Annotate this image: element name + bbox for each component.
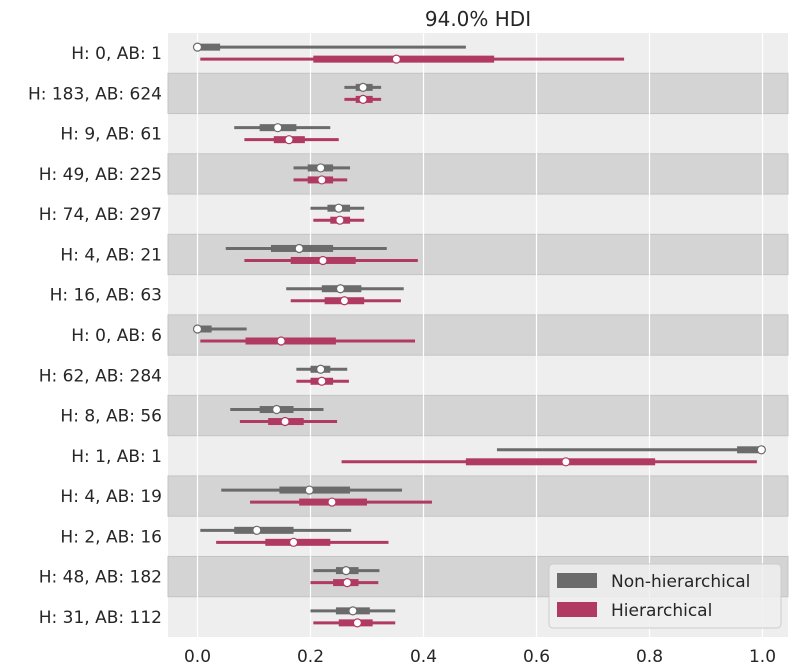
- x-tick-label: 1.0: [749, 647, 776, 667]
- non-hierarchical-median-point: [335, 284, 346, 294]
- category-label: H: 49, AB: 225: [39, 165, 162, 185]
- non-hierarchical-median-point: [294, 243, 304, 254]
- category-label: H: 31, AB: 112: [39, 608, 162, 628]
- non-hierarchical-median-point: [273, 123, 283, 133]
- row-band: [167, 475, 789, 517]
- category-label: H: 16, AB: 63: [50, 286, 162, 306]
- hierarchical-median-point: [561, 457, 571, 467]
- category-label: H: 74, AB: 297: [39, 205, 162, 225]
- non-hierarchical-iqr-bar: [200, 43, 221, 51]
- non-hierarchical-median-point: [316, 163, 326, 173]
- hierarchical-median-point: [317, 376, 327, 386]
- category-label: H: 62, AB: 284: [39, 366, 162, 386]
- non-hierarchical-median-point: [334, 203, 344, 213]
- non-hierarchical-median-point: [192, 42, 203, 52]
- category-label: H: 9, AB: 61: [60, 125, 162, 145]
- category-label: H: 8, AB: 56: [60, 407, 162, 427]
- category-label: H: 48, AB: 182: [39, 568, 162, 588]
- gridlines: [196, 33, 764, 637]
- non-hierarchical-median-point: [192, 324, 203, 334]
- hierarchical-median-point: [358, 94, 368, 105]
- non-hierarchical-median-point: [348, 606, 358, 616]
- non-hierarchical-median-point: [252, 525, 262, 535]
- hierarchical-median-point: [317, 175, 327, 185]
- row-band: [167, 72, 789, 115]
- category-label: H: 4, AB: 19: [60, 487, 162, 507]
- legend: Non-hierarchical Hierarchical: [548, 563, 782, 629]
- x-tick-labels: 0.0 0.2 0.4 0.6 0.8 1.0: [184, 647, 776, 667]
- x-tick-label: 0.0: [184, 647, 211, 667]
- chart-title: 94.0% HDI: [425, 7, 531, 31]
- legend-label-hierarchical: Hierarchical: [611, 601, 712, 621]
- category-label: H: 4, AB: 21: [60, 245, 162, 265]
- hierarchical-median-point: [342, 577, 352, 588]
- legend-label-non-hierarchical: Non-hierarchical: [611, 572, 750, 592]
- category-labels: H: 0, AB: 1 H: 183, AB: 624 H: 9, AB: 61 H:…: [28, 44, 162, 628]
- non-hierarchical-median-point: [358, 82, 368, 93]
- non-hierarchical-median-point: [341, 565, 351, 576]
- hierarchical-median-point: [339, 296, 349, 306]
- hierarchical-iqr-bar: [465, 458, 656, 466]
- category-label: H: 0, AB: 1: [71, 44, 162, 64]
- hierarchical-median-point: [288, 537, 299, 547]
- row-band: [167, 153, 789, 195]
- non-hierarchical-iqr-bar: [737, 446, 760, 454]
- hierarchical-median-point: [280, 416, 290, 427]
- x-tick-label: 0.4: [410, 647, 437, 667]
- hierarchical-median-point: [327, 497, 337, 507]
- row-bands: [167, 72, 789, 598]
- category-label: H: 183, AB: 624: [28, 84, 162, 104]
- legend-box: [548, 563, 782, 629]
- non-hierarchical-iqr-bar: [234, 526, 294, 534]
- non-hierarchical-median-point: [272, 404, 282, 415]
- non-hierarchical-median-point: [304, 485, 314, 495]
- hierarchical-median-point: [318, 255, 328, 266]
- legend-swatch-hierarchical: [557, 602, 597, 617]
- row-band: [167, 394, 789, 437]
- x-tick-label: 0.2: [297, 647, 324, 667]
- category-label: H: 1, AB: 1: [71, 447, 162, 467]
- row-band: [167, 233, 789, 276]
- hierarchical-median-point: [391, 54, 401, 64]
- hierarchical-median-point: [284, 135, 294, 145]
- legend-swatch-non-hierarchical: [557, 573, 597, 588]
- category-label: H: 2, AB: 16: [60, 527, 162, 547]
- x-tick-label: 0.8: [636, 647, 663, 667]
- non-hierarchical-median-point: [316, 364, 326, 374]
- hierarchical-median-point: [276, 336, 286, 346]
- non-hierarchical-iqr-bar: [197, 325, 212, 333]
- hierarchical-median-point: [352, 618, 362, 628]
- hierarchical-iqr-bar: [245, 337, 336, 345]
- non-hierarchical-median-point: [756, 445, 766, 455]
- interval-marks: [192, 42, 766, 628]
- category-label: H: 0, AB: 6: [71, 326, 162, 346]
- hierarchical-iqr-bar: [313, 55, 495, 63]
- x-tick-label: 0.6: [523, 647, 550, 667]
- hierarchical-median-point: [335, 215, 345, 225]
- row-band: [167, 314, 789, 356]
- non-hierarchical-iqr-bar: [279, 486, 351, 494]
